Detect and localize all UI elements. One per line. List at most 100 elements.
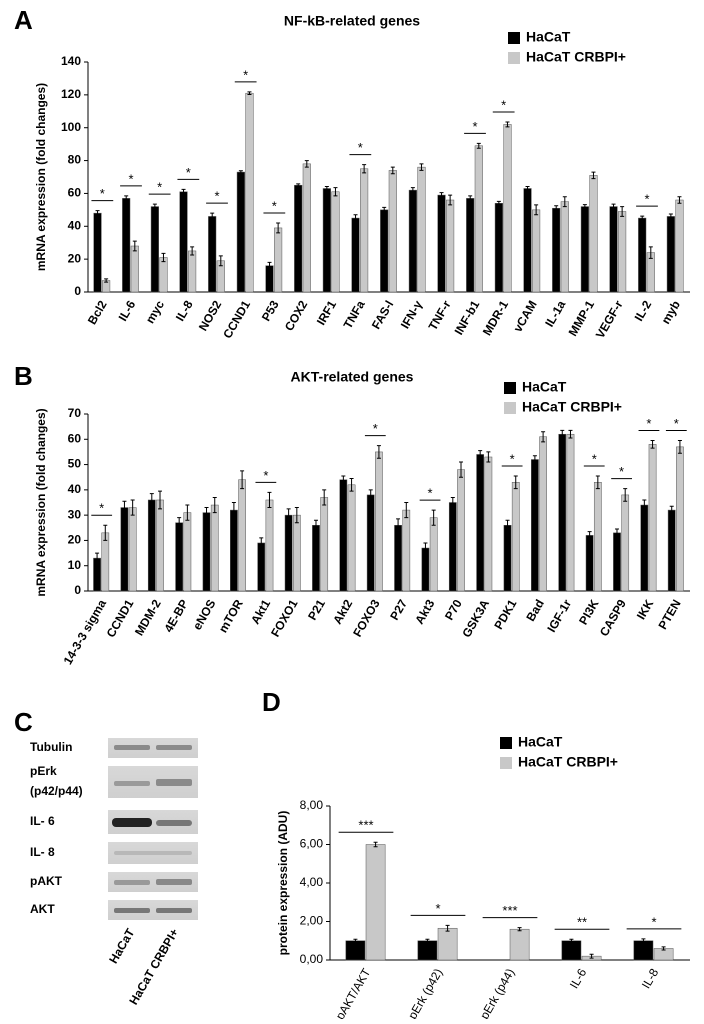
- significance-label: *: [644, 192, 649, 207]
- error-bar: [423, 542, 428, 554]
- bar: [593, 482, 602, 592]
- bar: [238, 479, 246, 592]
- error-bar: [614, 528, 619, 538]
- error-bar: [525, 186, 530, 191]
- x-tick-label: IL-2: [632, 298, 655, 324]
- x-tick-label: PDK1: [491, 597, 519, 632]
- error-bar: [95, 552, 100, 564]
- bar: [609, 206, 618, 293]
- error-bar: [104, 278, 109, 283]
- band: [114, 880, 150, 885]
- x-tick-label: pErk (p42): [405, 966, 445, 1019]
- bar: [566, 433, 575, 592]
- bar: [265, 499, 274, 592]
- x-tick-label: Akt3: [412, 597, 437, 627]
- bar: [580, 206, 589, 293]
- bar: [365, 844, 386, 961]
- bar: [437, 927, 458, 961]
- blot-row-label: AKT: [30, 902, 55, 916]
- x-tick-label: TNFa: [341, 298, 368, 331]
- x-tick-label: P27: [387, 597, 410, 623]
- bar: [408, 189, 417, 293]
- bar: [648, 444, 657, 592]
- x-tick-label: MMP-1: [566, 298, 598, 339]
- error-bar: [486, 451, 491, 463]
- bar: [503, 124, 512, 293]
- band: [114, 908, 150, 913]
- bar: [484, 456, 493, 592]
- bar: [101, 532, 110, 592]
- y-tick-label: 0: [74, 583, 81, 597]
- error-bar: [353, 214, 358, 222]
- error-bar: [562, 196, 567, 208]
- bar: [175, 522, 184, 592]
- error-bar: [304, 160, 309, 168]
- error-bar: [210, 212, 215, 221]
- significance-label: *: [435, 901, 440, 916]
- bar: [640, 504, 649, 592]
- band: [112, 818, 152, 827]
- error-bar: [661, 946, 666, 951]
- bar: [322, 188, 331, 293]
- bar: [585, 535, 594, 592]
- bar: [666, 216, 675, 293]
- x-tick-label: IL-6: [116, 298, 139, 324]
- error-bar: [204, 507, 209, 519]
- x-tick-label: IGF-1r: [544, 597, 574, 635]
- bar: [183, 512, 192, 592]
- bar: [230, 509, 238, 592]
- bar: [476, 454, 485, 592]
- bar: [360, 168, 369, 293]
- x-tick-label: CCND1: [104, 597, 137, 640]
- bar: [618, 211, 627, 293]
- error-bar: [404, 502, 409, 519]
- error-bar: [450, 496, 455, 509]
- error-bar: [382, 206, 387, 213]
- error-bar: [677, 440, 682, 454]
- bar: [156, 499, 164, 592]
- band: [156, 820, 192, 826]
- y-tick-label: 0,00: [300, 952, 324, 966]
- x-tick-label: IL-6: [567, 966, 590, 991]
- bar: [210, 504, 219, 592]
- bar: [130, 245, 139, 293]
- error-bar: [569, 938, 574, 943]
- blot-row-sublabel: (p42/p44): [30, 784, 83, 798]
- bar: [402, 509, 411, 592]
- significance-label: ***: [502, 903, 517, 918]
- significance-label: *: [128, 171, 133, 186]
- x-tick-label: MDR-1: [480, 298, 511, 338]
- bar: [523, 188, 532, 293]
- bar: [320, 497, 329, 592]
- y-axis-label: mRNA expression (fold changes): [34, 83, 48, 271]
- significance-label: *: [619, 464, 624, 479]
- y-tick-label: 100: [61, 120, 81, 134]
- bar: [159, 257, 168, 293]
- bar: [531, 459, 539, 592]
- x-tick-label: IFN-γ: [398, 298, 425, 331]
- error-bar: [231, 502, 236, 519]
- panel-label: B: [14, 361, 33, 391]
- error-bar: [620, 206, 625, 217]
- x-tick-label: myc: [143, 298, 167, 326]
- error-bar: [568, 429, 573, 439]
- band: [156, 779, 192, 786]
- error-bar: [496, 200, 501, 206]
- error-bar: [459, 461, 464, 478]
- error-bar: [396, 518, 401, 533]
- bar: [621, 494, 630, 592]
- bar: [437, 194, 446, 293]
- bar: [331, 191, 340, 293]
- error-bar: [517, 927, 522, 932]
- bar: [302, 163, 311, 293]
- x-tick-label: 4E-BP: [161, 597, 191, 635]
- y-tick-label: 140: [61, 54, 81, 68]
- y-tick-label: 60: [68, 186, 82, 200]
- error-bar: [587, 531, 592, 540]
- error-bar: [333, 187, 338, 197]
- x-tick-label: NOS2: [196, 298, 225, 334]
- error-bar: [425, 938, 430, 943]
- error-bar: [623, 488, 628, 502]
- error-bar: [439, 192, 444, 199]
- error-bar: [238, 170, 243, 174]
